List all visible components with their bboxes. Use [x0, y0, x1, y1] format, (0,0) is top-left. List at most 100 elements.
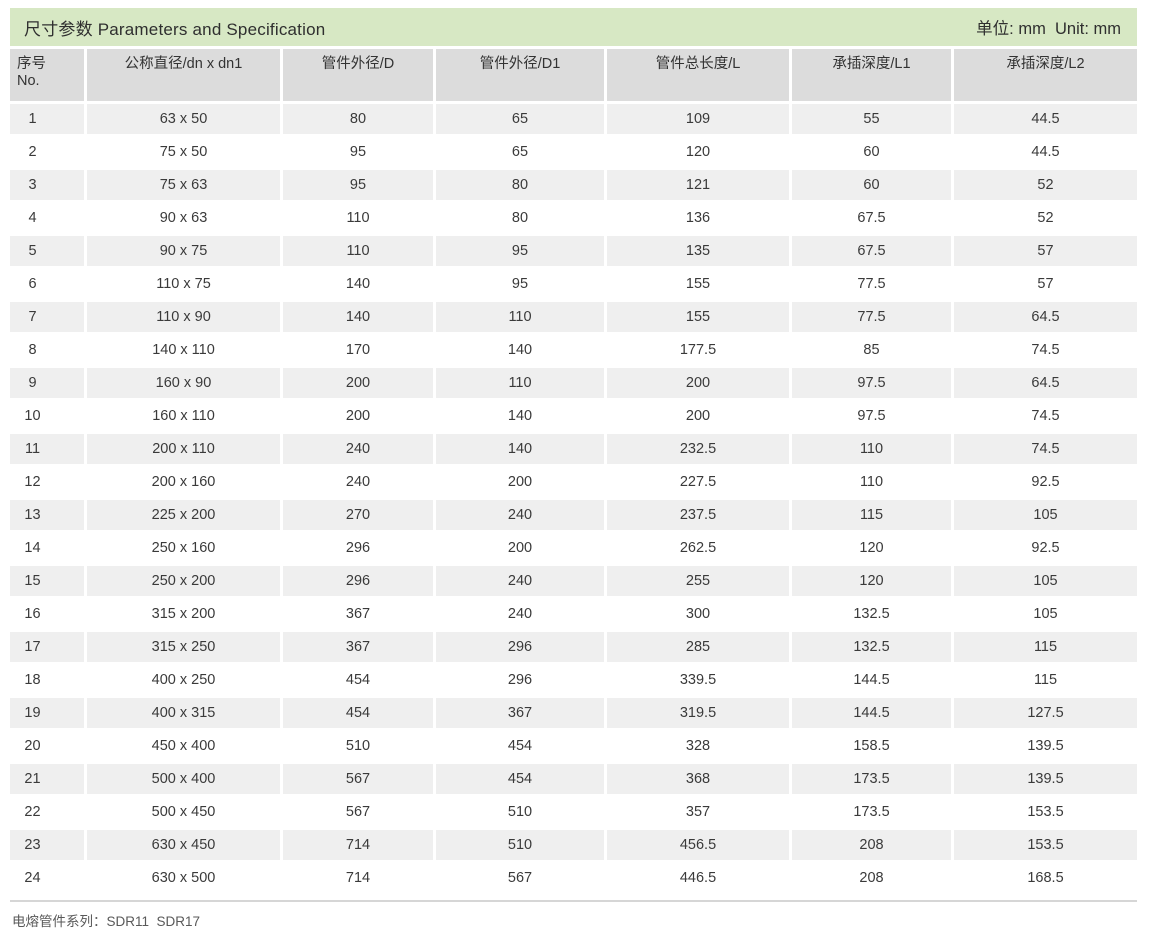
cell-outer-diameter-d: 454	[283, 698, 433, 728]
cell-no: 17	[10, 632, 84, 662]
cell-outer-diameter-d: 567	[283, 797, 433, 827]
cell-no: 22	[10, 797, 84, 827]
table-row: 17 315 x 250 367 296 285 132.5 115	[10, 632, 1137, 662]
cell-socket-depth-l1: 77.5	[792, 302, 951, 332]
cell-no: 2	[10, 137, 84, 167]
cell-socket-depth-l1: 115	[792, 500, 951, 530]
cell-socket-depth-l2: 64.5	[954, 302, 1137, 332]
cell-total-length-l: 136	[607, 203, 789, 233]
cell-outer-diameter-d1: 454	[436, 764, 604, 794]
table-row: 5 90 x 75 110 95 135 67.5 57	[10, 236, 1137, 266]
table-row: 11 200 x 110 240 140 232.5 110 74.5	[10, 434, 1137, 464]
cell-socket-depth-l1: 67.5	[792, 236, 951, 266]
cell-total-length-l: 255	[607, 566, 789, 596]
page-title: 尺寸参数 Parameters and Specification	[24, 19, 326, 39]
cell-outer-diameter-d1: 80	[436, 203, 604, 233]
cell-socket-depth-l2: 44.5	[954, 137, 1137, 167]
cell-socket-depth-l2: 92.5	[954, 467, 1137, 497]
cell-outer-diameter-d: 95	[283, 137, 433, 167]
table-row: 10 160 x 110 200 140 200 97.5 74.5	[10, 401, 1137, 431]
cell-outer-diameter-d: 367	[283, 632, 433, 662]
cell-socket-depth-l1: 158.5	[792, 731, 951, 761]
cell-nominal-diameter: 63 x 50	[87, 104, 280, 134]
cell-socket-depth-l1: 60	[792, 137, 951, 167]
cell-no: 4	[10, 203, 84, 233]
cell-socket-depth-l1: 144.5	[792, 665, 951, 695]
cell-outer-diameter-d: 714	[283, 830, 433, 860]
cell-total-length-l: 232.5	[607, 434, 789, 464]
table-row: 1 63 x 50 80 65 109 55 44.5	[10, 104, 1137, 134]
cell-nominal-diameter: 630 x 500	[87, 863, 280, 893]
cell-nominal-diameter: 140 x 110	[87, 335, 280, 365]
cell-outer-diameter-d: 296	[283, 566, 433, 596]
cell-outer-diameter-d1: 140	[436, 335, 604, 365]
col-header-total-length-l: 管件总长度/L	[607, 49, 789, 101]
table-row: 16 315 x 200 367 240 300 132.5 105	[10, 599, 1137, 629]
cell-no: 21	[10, 764, 84, 794]
cell-no: 23	[10, 830, 84, 860]
table-row: 18 400 x 250 454 296 339.5 144.5 115	[10, 665, 1137, 695]
table-body: 1 63 x 50 80 65 109 55 44.5 2 75 x 50 95 65 120 60 44…	[10, 104, 1137, 893]
cell-no: 3	[10, 170, 84, 200]
cell-socket-depth-l1: 173.5	[792, 764, 951, 794]
cell-total-length-l: 200	[607, 368, 789, 398]
cell-outer-diameter-d: 110	[283, 236, 433, 266]
cell-outer-diameter-d: 270	[283, 500, 433, 530]
cell-total-length-l: 155	[607, 302, 789, 332]
cell-outer-diameter-d: 140	[283, 269, 433, 299]
cell-socket-depth-l2: 52	[954, 170, 1137, 200]
cell-total-length-l: 237.5	[607, 500, 789, 530]
cell-no: 13	[10, 500, 84, 530]
cell-nominal-diameter: 200 x 110	[87, 434, 280, 464]
cell-socket-depth-l1: 55	[792, 104, 951, 134]
cell-socket-depth-l1: 132.5	[792, 599, 951, 629]
cell-socket-depth-l2: 105	[954, 599, 1137, 629]
cell-no: 18	[10, 665, 84, 695]
col-header-outer-diameter-d1: 管件外径/D1	[436, 49, 604, 101]
cell-no: 12	[10, 467, 84, 497]
cell-outer-diameter-d: 240	[283, 467, 433, 497]
cell-outer-diameter-d: 200	[283, 401, 433, 431]
col-header-outer-diameter-d: 管件外径/D	[283, 49, 433, 101]
cell-socket-depth-l2: 105	[954, 566, 1137, 596]
cell-outer-diameter-d: 140	[283, 302, 433, 332]
table-title-bar: 尺寸参数 Parameters and Specification 单位: mm…	[10, 8, 1137, 46]
cell-socket-depth-l1: 132.5	[792, 632, 951, 662]
cell-nominal-diameter: 400 x 250	[87, 665, 280, 695]
cell-total-length-l: 200	[607, 401, 789, 431]
cell-outer-diameter-d1: 200	[436, 533, 604, 563]
col-header-no-en: No.	[17, 73, 40, 89]
cell-nominal-diameter: 160 x 90	[87, 368, 280, 398]
col-header-nominal-diameter: 公称直径/dn x dn1	[87, 49, 280, 101]
table-row: 19 400 x 315 454 367 319.5 144.5 127.5	[10, 698, 1137, 728]
cell-socket-depth-l2: 74.5	[954, 401, 1137, 431]
cell-socket-depth-l1: 77.5	[792, 269, 951, 299]
cell-total-length-l: 109	[607, 104, 789, 134]
cell-no: 24	[10, 863, 84, 893]
cell-outer-diameter-d1: 200	[436, 467, 604, 497]
cell-outer-diameter-d: 170	[283, 335, 433, 365]
cell-nominal-diameter: 75 x 50	[87, 137, 280, 167]
cell-socket-depth-l1: 67.5	[792, 203, 951, 233]
cell-socket-depth-l1: 110	[792, 467, 951, 497]
table-row: 13 225 x 200 270 240 237.5 115 105	[10, 500, 1137, 530]
cell-outer-diameter-d: 80	[283, 104, 433, 134]
cell-nominal-diameter: 630 x 450	[87, 830, 280, 860]
cell-outer-diameter-d: 110	[283, 203, 433, 233]
cell-socket-depth-l1: 60	[792, 170, 951, 200]
cell-outer-diameter-d1: 567	[436, 863, 604, 893]
cell-total-length-l: 339.5	[607, 665, 789, 695]
cell-no: 1	[10, 104, 84, 134]
cell-socket-depth-l2: 74.5	[954, 335, 1137, 365]
cell-socket-depth-l2: 153.5	[954, 830, 1137, 860]
cell-total-length-l: 135	[607, 236, 789, 266]
cell-nominal-diameter: 500 x 450	[87, 797, 280, 827]
cell-no: 11	[10, 434, 84, 464]
cell-nominal-diameter: 315 x 250	[87, 632, 280, 662]
cell-socket-depth-l1: 173.5	[792, 797, 951, 827]
cell-socket-depth-l2: 139.5	[954, 764, 1137, 794]
cell-socket-depth-l1: 208	[792, 863, 951, 893]
cell-total-length-l: 446.5	[607, 863, 789, 893]
cell-nominal-diameter: 400 x 315	[87, 698, 280, 728]
table-row: 14 250 x 160 296 200 262.5 120 92.5	[10, 533, 1137, 563]
